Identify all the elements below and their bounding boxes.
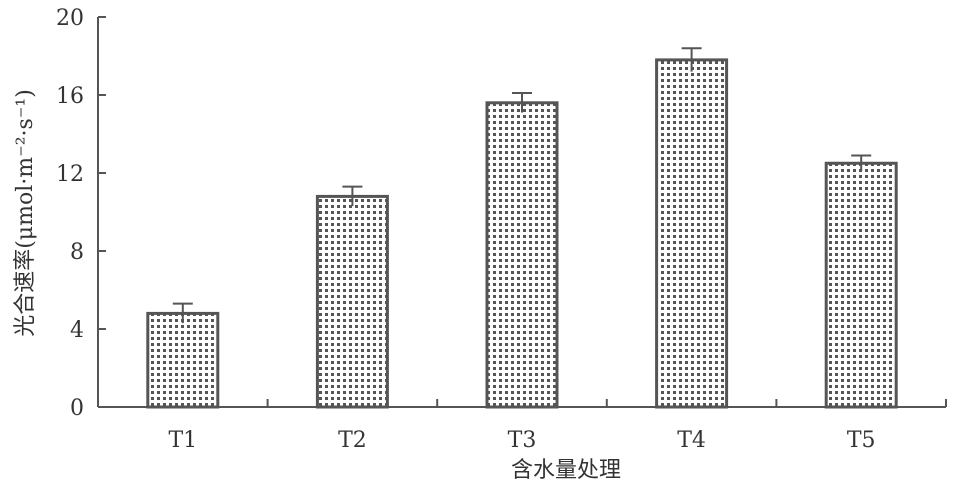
y-tick-label: 16 <box>56 84 84 109</box>
y-tick-label: 20 <box>56 6 84 31</box>
y-tick-label: 12 <box>56 162 84 187</box>
y-tick-label: 4 <box>70 318 84 343</box>
bar-t5 <box>824 161 898 409</box>
bar-t3 <box>485 101 559 409</box>
y-tick-label: 8 <box>70 240 84 265</box>
plot-area: 0 4 8 12 16 20 T1 T2 T3 T4 T5 <box>56 6 947 453</box>
x-tick-label: T1 <box>168 428 197 453</box>
x-tick-label: T2 <box>338 428 367 453</box>
x-tick-label: T3 <box>508 428 537 453</box>
bar-t1 <box>146 311 220 409</box>
bar-t2 <box>315 194 389 409</box>
x-axis-title: 含水量处理 <box>511 458 621 483</box>
bar-t4 <box>655 58 729 409</box>
y-tick-label: 0 <box>70 396 84 421</box>
x-tick-label: T4 <box>677 428 706 453</box>
x-tick-label: T5 <box>847 428 876 453</box>
y-axis-title: 光合速率(μmol·m⁻²·s⁻¹) <box>13 89 38 337</box>
